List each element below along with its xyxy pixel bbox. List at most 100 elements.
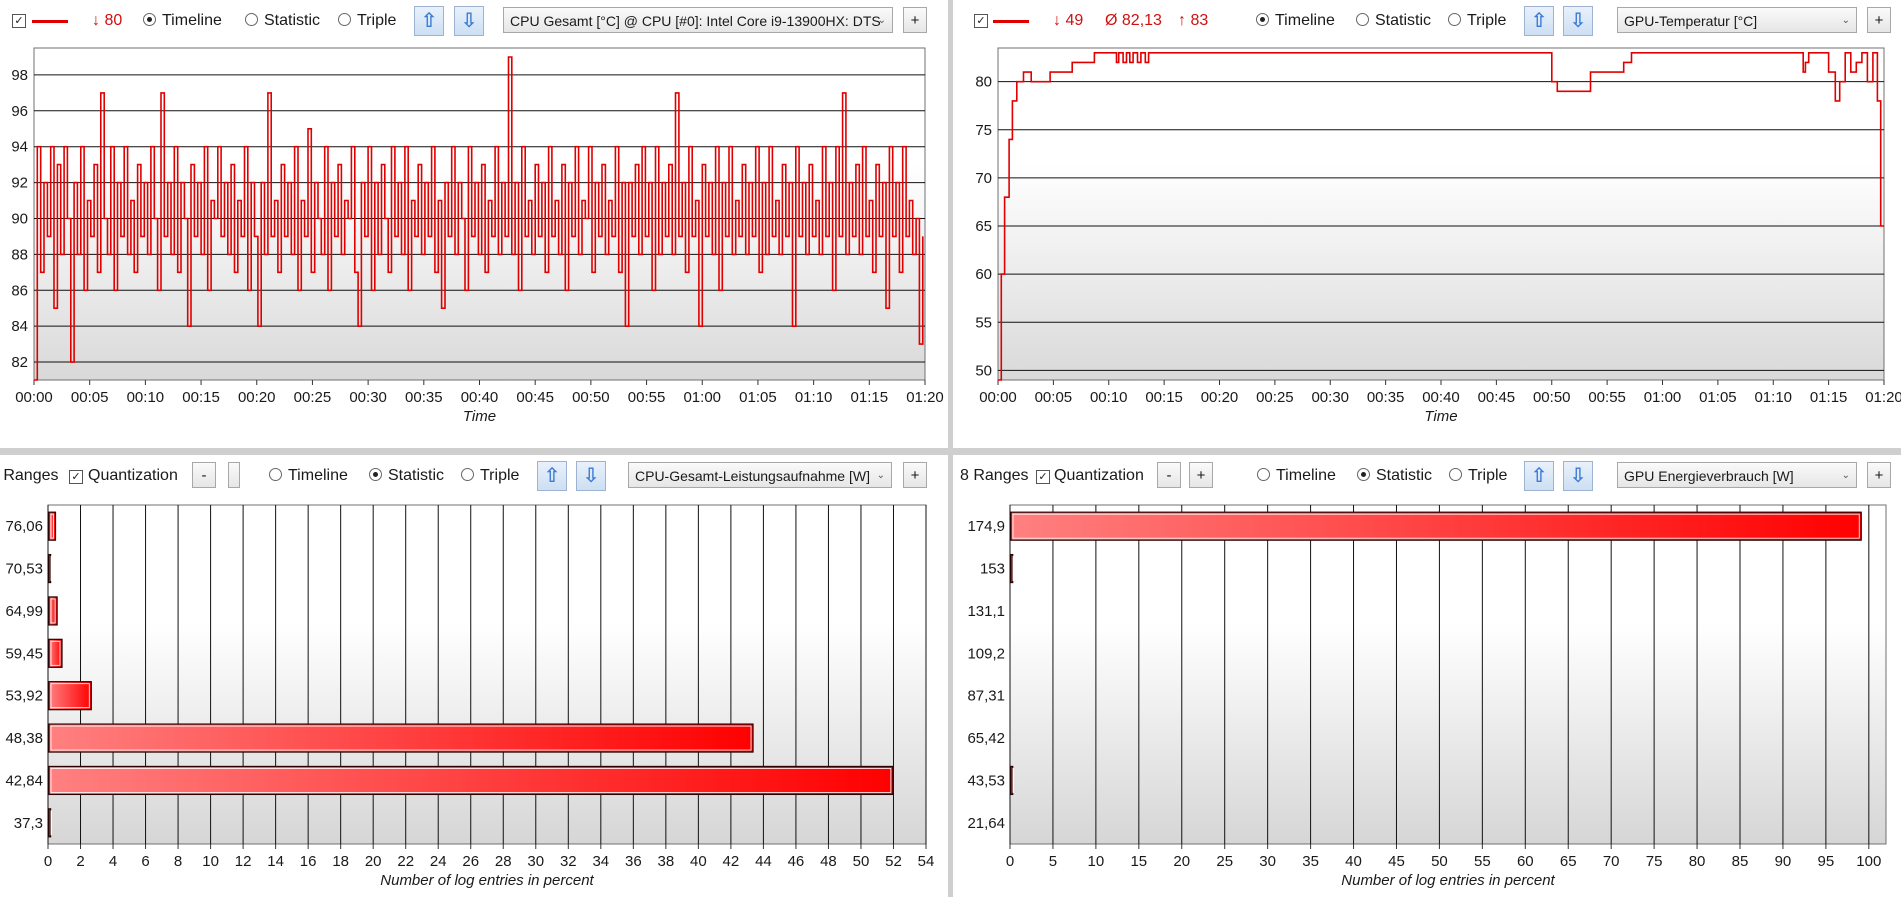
x-tick-label: 45 <box>1388 853 1405 870</box>
bar-highlight <box>50 640 61 666</box>
sensor-select[interactable]: CPU Gesamt [°C] @ CPU [#0]: Intel Core i… <box>503 7 893 33</box>
x-tick-label: 00:55 <box>1588 389 1626 406</box>
chart-gpu-temperature: 50 55 60 65 70 75 80 00:00 00:05 00:10 00:15 00:20 0… <box>975 47 1901 425</box>
mode-timeline[interactable]: Timeline <box>1256 0 1335 42</box>
ranges-input[interactable] <box>228 462 240 488</box>
x-tick-label: 01:00 <box>683 389 721 406</box>
mode-timeline[interactable]: Timeline <box>269 455 348 497</box>
x-tick-label: 52 <box>885 853 902 870</box>
bar <box>48 638 63 668</box>
plot-area <box>1009 504 1887 845</box>
mode-statistic[interactable]: Statistic <box>1357 455 1432 497</box>
move-up-button[interactable]: ⇧ <box>1524 461 1554 491</box>
x-tick-label: 00:35 <box>405 389 443 406</box>
panel-gpu-power: 8 Ranges ✓ Quantization - + Timeline Sta… <box>953 455 1901 897</box>
x-tick-label: 00:25 <box>294 389 332 406</box>
sensor-select-value: CPU-Gesamt-Leistungsaufnahme [W] <box>635 468 870 484</box>
series-line <box>998 52 1884 381</box>
move-up-button[interactable]: ⇧ <box>537 461 567 491</box>
sensor-select[interactable]: GPU Energieverbrauch [W] ⌄ <box>1617 462 1857 488</box>
x-tick-label: 55 <box>1474 853 1491 870</box>
chevron-down-icon: ⌄ <box>1841 470 1850 481</box>
x-tick-label: 32 <box>560 853 577 870</box>
mode-statistic[interactable]: Statistic <box>1356 0 1431 42</box>
bar-highlight <box>50 513 54 539</box>
plot-area <box>997 47 1885 381</box>
mode-timeline[interactable]: Timeline <box>143 0 222 42</box>
show-series-checkbox[interactable]: ✓ <box>974 14 988 28</box>
min-value: ↓ 49 <box>1053 12 1084 29</box>
radio-icon <box>269 468 282 481</box>
chart-gpu-power-histogram: 0 5 10 15 20 25 30 35 40 45 50 55 60 65 70 75 80 85 90 95 10… <box>967 504 1887 889</box>
arrow-up-icon: ⇧ <box>543 465 561 487</box>
quantization-checkbox[interactable]: ✓ <box>1036 470 1050 484</box>
x-tick-label: 34 <box>592 853 609 870</box>
decrease-ranges-button[interactable]: - <box>1157 462 1181 488</box>
x-tick-label: 50 <box>853 853 870 870</box>
x-tick-label: 40 <box>690 853 707 870</box>
x-tick-label: 00:00 <box>15 389 53 406</box>
radio-icon <box>1448 13 1461 26</box>
x-tick-label: 35 <box>1302 853 1319 870</box>
x-tick-label: 00:15 <box>1145 389 1183 406</box>
toolbar: ✓ ↓ 49 Ø 82,13 ↑ 83 Timeline Statistic T… <box>953 0 1901 42</box>
x-tick-label: 28 <box>495 853 512 870</box>
mode-timeline[interactable]: Timeline <box>1257 455 1336 497</box>
decrease-ranges-button[interactable]: - <box>192 462 216 488</box>
x-tick-label: 00:05 <box>1035 389 1073 406</box>
series-line <box>34 56 924 381</box>
x-axis-title: Number of log entries in percent <box>1341 872 1555 889</box>
add-sensor-button[interactable]: + <box>903 7 927 33</box>
arrow-up-icon: ⇧ <box>1530 465 1548 487</box>
x-axis-title: Time <box>1424 408 1457 425</box>
add-sensor-button[interactable]: + <box>1867 7 1891 33</box>
x-tick-label: 6 <box>141 853 149 870</box>
x-tick-label: 14 <box>267 853 284 870</box>
series-color-swatch[interactable] <box>993 20 1029 23</box>
mode-triple[interactable]: Triple <box>1448 0 1506 42</box>
x-tick-label: 46 <box>788 853 805 870</box>
x-tick-label: 00:45 <box>1478 389 1516 406</box>
quantization-checkbox[interactable]: ✓ <box>69 470 83 484</box>
bar <box>48 511 57 541</box>
x-tick-label: 75 <box>1646 853 1663 870</box>
x-tick-label: 65 <box>1560 853 1577 870</box>
chevron-down-icon: ⌄ <box>877 15 886 26</box>
radio-icon <box>338 13 351 26</box>
y-tick-label: 96 <box>11 103 28 120</box>
arrow-up-icon: ⇧ <box>1530 10 1548 32</box>
mode-triple[interactable]: Triple <box>1449 455 1507 497</box>
mode-triple[interactable]: Triple <box>338 0 396 42</box>
bar <box>1010 511 1862 541</box>
arrow-up-icon: ⇧ <box>420 10 438 32</box>
move-down-button[interactable]: ⇩ <box>1563 6 1593 36</box>
move-down-button[interactable]: ⇩ <box>1563 461 1593 491</box>
increase-ranges-button[interactable]: + <box>1189 462 1213 488</box>
y-tick-label: 60 <box>975 266 992 283</box>
mode-statistic[interactable]: Statistic <box>369 455 444 497</box>
toolbar: ✓ ↓ 80 Timeline Statistic Triple ⇧ ⇩ CPU… <box>0 0 948 42</box>
mode-statistic[interactable]: Statistic <box>245 0 320 42</box>
radio-icon <box>461 468 474 481</box>
add-sensor-button[interactable]: + <box>903 462 927 488</box>
toolbar: 8 Ranges ✓ Quantization - + Timeline Sta… <box>953 455 1901 497</box>
bar-highlight <box>50 598 56 624</box>
x-tick-label: 00:30 <box>349 389 387 406</box>
move-up-button[interactable]: ⇧ <box>414 6 444 36</box>
x-tick-label: 22 <box>397 853 414 870</box>
horizontal-splitter[interactable] <box>0 448 1901 455</box>
mode-triple[interactable]: Triple <box>461 455 519 497</box>
sensor-select[interactable]: CPU-Gesamt-Leistungsaufnahme [W] ⌄ <box>628 462 892 488</box>
y-tick-label: 65 <box>975 218 992 235</box>
show-series-checkbox[interactable]: ✓ <box>12 14 26 28</box>
move-up-button[interactable]: ⇧ <box>1524 6 1554 36</box>
move-down-button[interactable]: ⇩ <box>454 6 484 36</box>
x-axis-title: Number of log entries in percent <box>380 872 594 889</box>
series-color-swatch[interactable] <box>32 20 68 23</box>
panel-cpu-temperature: ✓ ↓ 80 Timeline Statistic Triple ⇧ ⇩ CPU… <box>0 0 948 448</box>
x-tick-label: 54 <box>918 853 935 870</box>
sensor-select[interactable]: GPU-Temperatur [°C] ⌄ <box>1617 7 1857 33</box>
add-sensor-button[interactable]: + <box>1867 462 1891 488</box>
category-label: 65,42 <box>967 730 1005 747</box>
move-down-button[interactable]: ⇩ <box>576 461 606 491</box>
